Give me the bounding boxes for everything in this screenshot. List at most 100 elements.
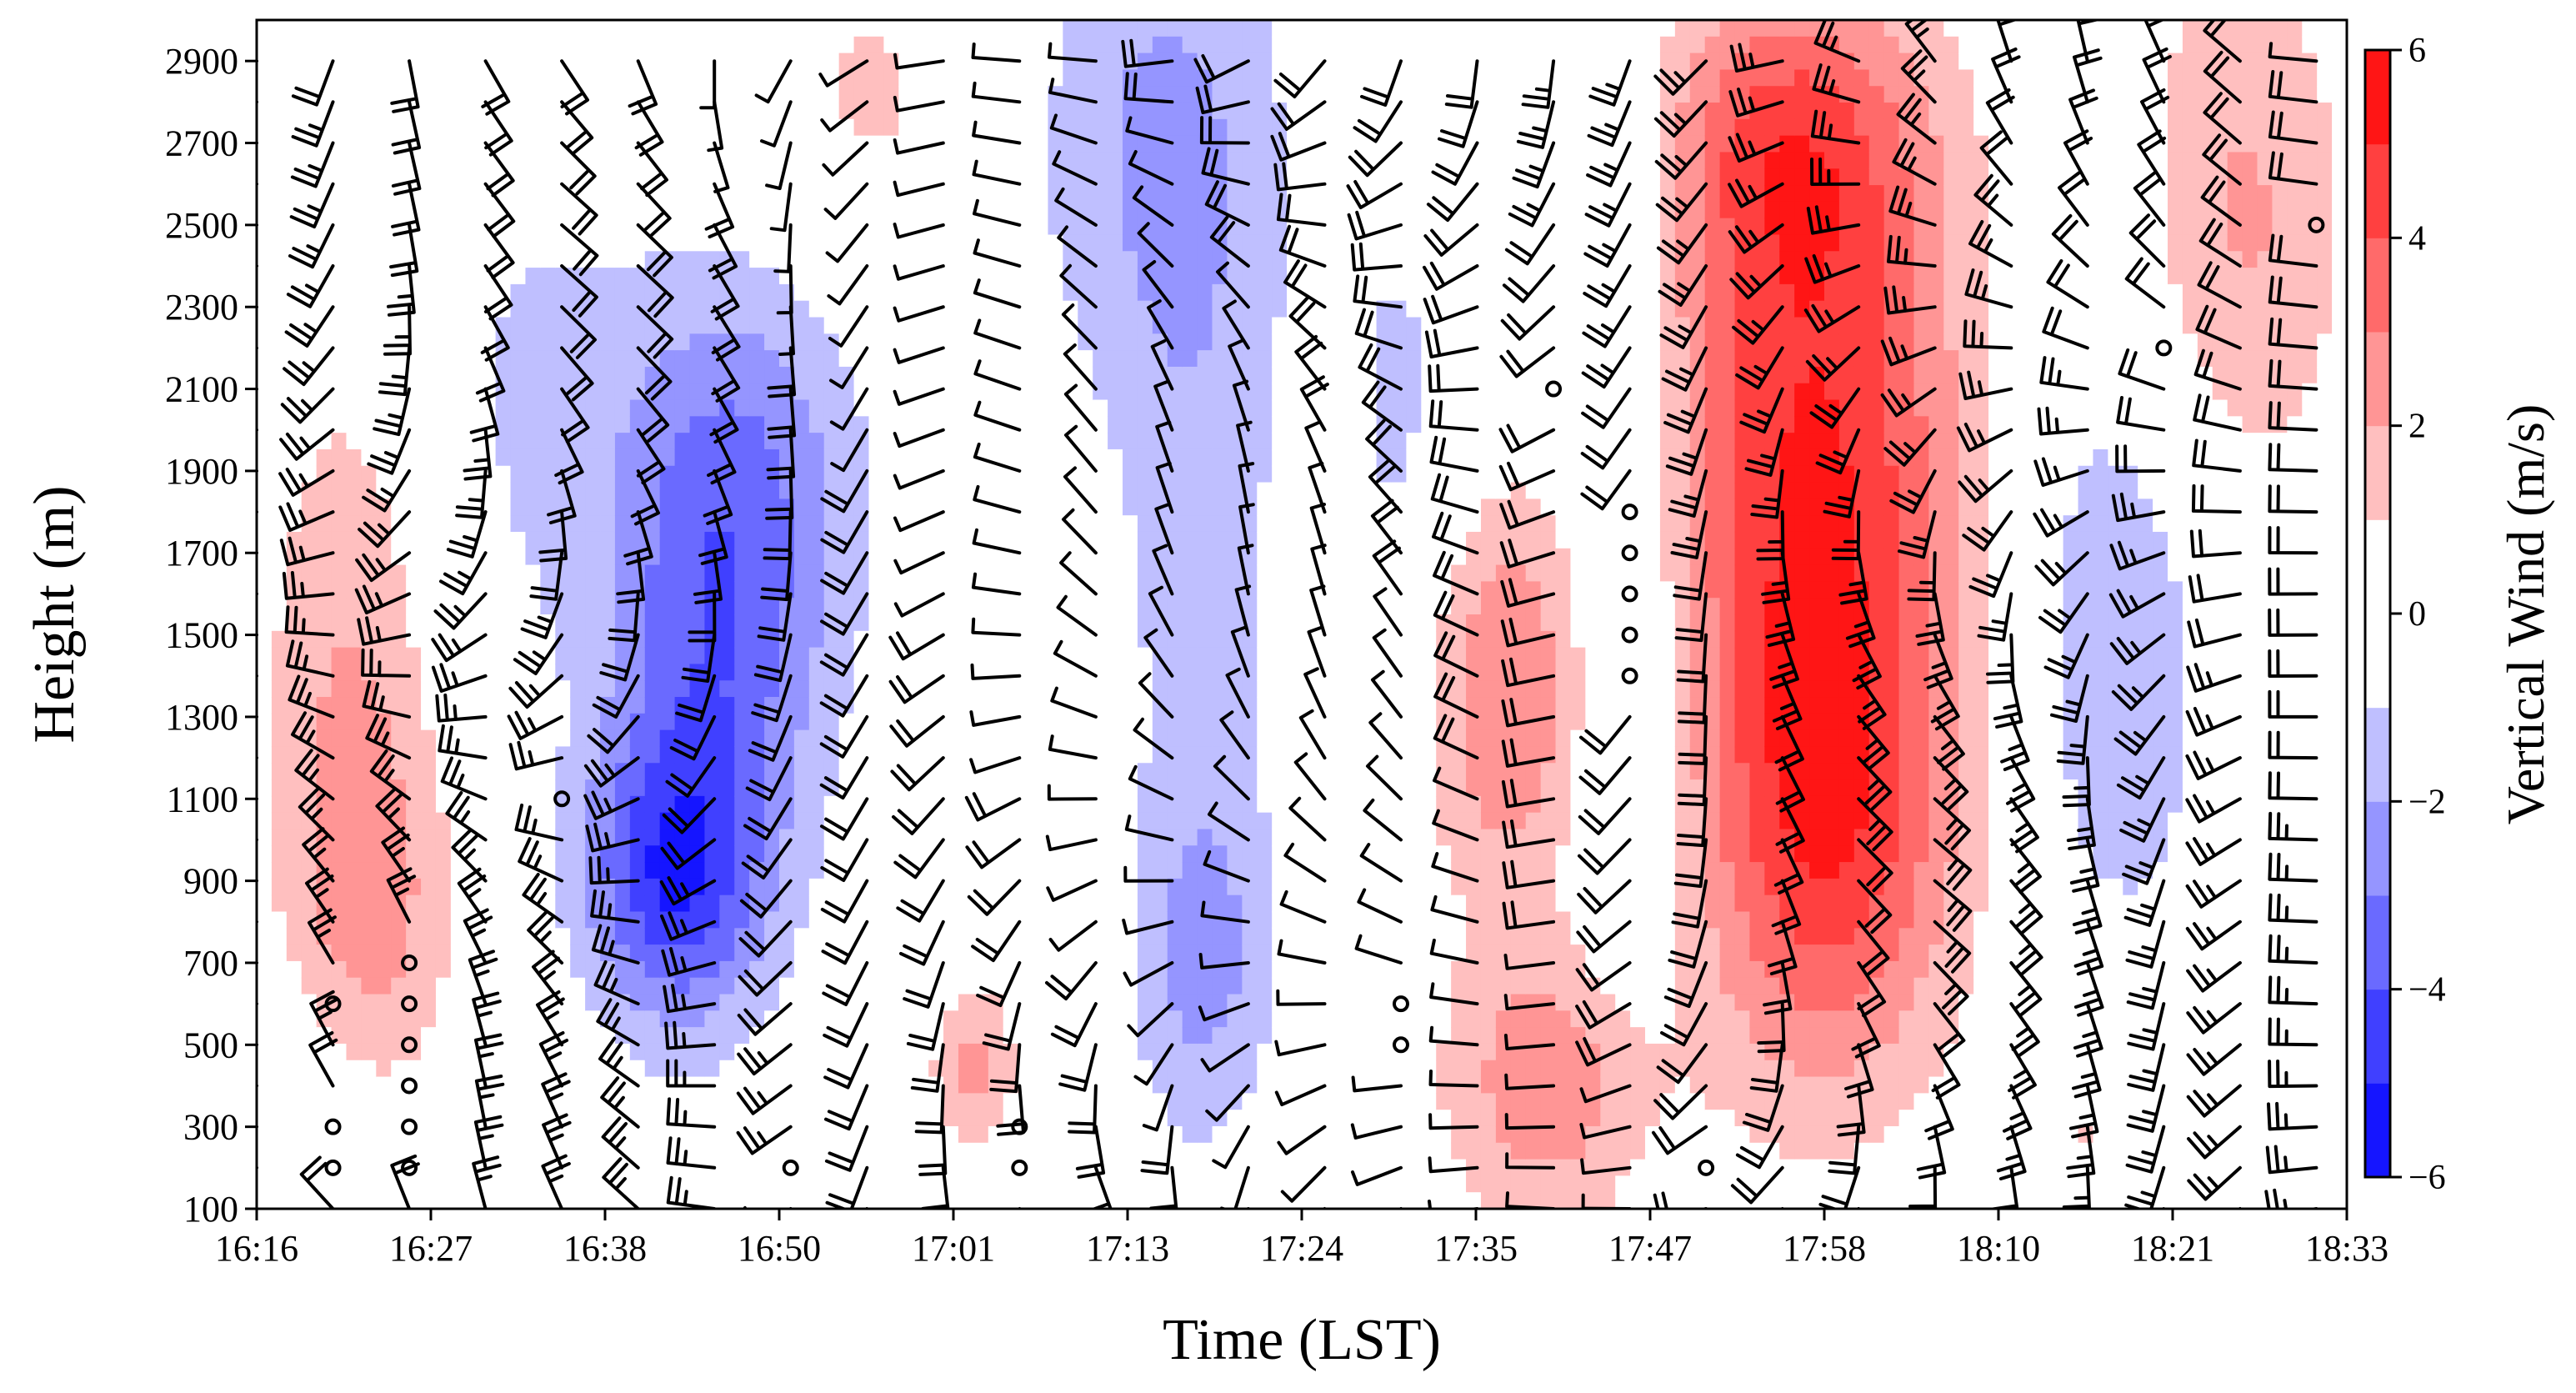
contour-cell	[465, 1060, 482, 1078]
contour-cell	[480, 366, 497, 384]
contour-cell	[540, 135, 556, 153]
contour-cell	[1093, 268, 1108, 285]
contour-cell	[644, 729, 661, 748]
contour-cell	[749, 69, 765, 87]
contour-cell	[823, 135, 840, 153]
contour-cell	[988, 515, 1004, 533]
contour-cell	[1063, 1175, 1078, 1193]
contour-cell	[361, 1076, 377, 1094]
contour-cell	[958, 399, 974, 417]
contour-cell	[1048, 448, 1063, 467]
contour-cell	[1287, 36, 1303, 54]
contour-cell	[1272, 1027, 1288, 1045]
contour-cell	[958, 829, 974, 846]
contour-cell	[1048, 713, 1063, 731]
contour-cell	[928, 36, 944, 54]
contour-cell	[1182, 185, 1198, 203]
contour-cell	[1078, 630, 1093, 649]
contour-cell	[823, 960, 840, 979]
contour-cell	[1257, 317, 1273, 334]
contour-cell	[585, 630, 601, 649]
contour-cell	[853, 20, 870, 38]
contour-cell	[689, 779, 706, 797]
contour-cell	[704, 283, 720, 302]
contour-cell	[346, 945, 362, 962]
contour-cell	[1257, 499, 1273, 516]
contour-cell	[1108, 1027, 1123, 1045]
contour-cell	[883, 1192, 899, 1209]
contour-cell	[435, 152, 452, 169]
contour-cell	[883, 448, 899, 467]
contour-cell	[1108, 416, 1123, 433]
contour-cell	[286, 1175, 303, 1193]
contour-cell	[450, 465, 467, 484]
contour-cell	[525, 465, 541, 484]
contour-cell	[779, 945, 795, 962]
contour-cell	[659, 548, 676, 566]
contour-cell	[286, 795, 303, 814]
contour-cell	[1108, 251, 1123, 268]
contour-cell	[958, 168, 974, 186]
contour-cell	[465, 680, 482, 698]
contour-cell	[1018, 118, 1034, 137]
contour-cell	[1242, 1027, 1258, 1045]
contour-cell	[361, 845, 377, 863]
contour-cell	[734, 465, 750, 484]
contour-cell	[1033, 812, 1049, 830]
contour-cell	[823, 664, 840, 681]
contour-cell	[1033, 118, 1049, 137]
contour-cell	[257, 515, 273, 533]
contour-cell	[1033, 383, 1049, 401]
contour-cell	[1108, 185, 1123, 203]
contour-cell	[421, 680, 437, 698]
contour-cell	[257, 664, 273, 681]
contour-cell	[271, 1175, 288, 1193]
contour-cell	[271, 515, 288, 533]
contour-cell	[674, 118, 691, 137]
contour-cell	[973, 300, 989, 318]
contour-cell	[406, 845, 422, 863]
contour-cell	[570, 168, 586, 186]
contour-cell	[570, 53, 586, 71]
contour-cell	[734, 598, 750, 615]
contour-cell	[435, 482, 452, 499]
contour-cell	[1078, 234, 1093, 252]
contour-cell	[689, 465, 706, 484]
contour-cell	[525, 1027, 541, 1045]
contour-cell	[421, 1175, 437, 1193]
contour-cell	[346, 763, 362, 780]
contour-cell	[1048, 499, 1063, 516]
contour-cell	[465, 812, 482, 830]
contour-cell	[286, 845, 303, 863]
contour-cell	[1123, 795, 1138, 814]
contour-cell	[510, 862, 527, 879]
contour-cell	[376, 945, 392, 962]
contour-cell	[1182, 201, 1198, 219]
contour-cell	[1003, 680, 1019, 698]
contour-cell	[779, 1142, 795, 1160]
contour-cell	[1197, 713, 1213, 731]
contour-cell	[1003, 20, 1019, 38]
contour-cell	[689, 945, 706, 962]
contour-cell	[749, 366, 765, 384]
contour-cell	[585, 317, 601, 334]
contour-cell	[868, 680, 884, 698]
contour-cell	[1212, 664, 1228, 681]
contour-cell	[585, 1142, 601, 1160]
contour-cell	[823, 433, 840, 450]
contour-cell	[346, 598, 362, 615]
contour-cell	[525, 103, 541, 120]
contour-cell	[614, 383, 631, 401]
contour-cell	[465, 581, 482, 599]
contour-cell	[808, 531, 825, 549]
contour-cell	[1182, 845, 1198, 863]
contour-cell	[1033, 482, 1049, 499]
contour-cell	[1063, 845, 1078, 863]
contour-cell	[540, 317, 556, 334]
contour-cell	[689, 1060, 706, 1078]
contour-cell	[1063, 1060, 1078, 1078]
contour-cell	[1137, 598, 1153, 615]
contour-cell	[943, 829, 959, 846]
contour-cell	[764, 878, 780, 896]
contour-cell	[1093, 647, 1108, 665]
